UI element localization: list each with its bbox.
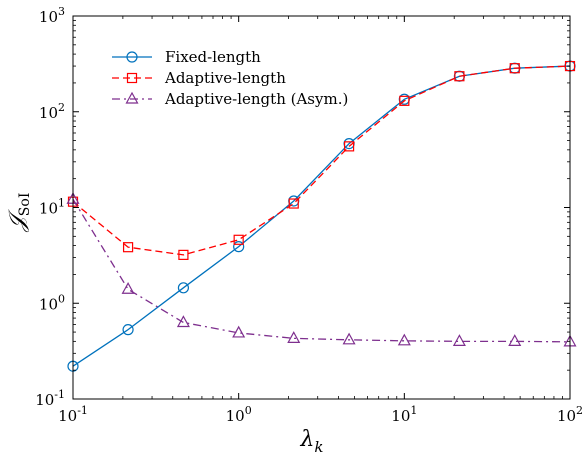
series-line bbox=[72, 198, 571, 343]
legend: Fixed-length Adaptive-length Adaptive-leng… bbox=[112, 48, 348, 108]
x-tick-label: 10-1 bbox=[58, 404, 88, 425]
x-axis-label-main: λ bbox=[299, 427, 314, 452]
data-point bbox=[399, 95, 410, 106]
data-point bbox=[397, 333, 411, 346]
data-point bbox=[287, 331, 301, 343]
x-tick-label: 102 bbox=[557, 404, 583, 425]
data-point bbox=[121, 282, 135, 294]
legend-item: Fixed-length bbox=[112, 48, 261, 66]
series-line bbox=[72, 65, 571, 256]
data-point bbox=[343, 141, 355, 152]
plot-frame bbox=[72, 15, 571, 400]
data-point bbox=[178, 249, 189, 260]
legend-label: Fixed-length bbox=[165, 48, 261, 66]
legend-item: Adaptive-length (Asym.) bbox=[112, 90, 348, 108]
data-point bbox=[176, 315, 190, 328]
data-point bbox=[177, 282, 190, 294]
y-tick-label: 100 bbox=[39, 292, 65, 313]
data-point bbox=[233, 234, 244, 245]
y-axis-label: 𝒥SoI bbox=[5, 193, 33, 233]
data-point bbox=[232, 325, 246, 338]
data-point bbox=[452, 334, 466, 346]
x-tick-label: 100 bbox=[226, 404, 252, 425]
data-point bbox=[508, 334, 522, 346]
legend-item: Adaptive-length bbox=[112, 69, 286, 87]
data-point bbox=[233, 241, 245, 253]
x-tick-label: 101 bbox=[391, 404, 417, 425]
legend-marker bbox=[126, 51, 138, 63]
legend-label: Adaptive-length bbox=[164, 69, 286, 87]
data-point bbox=[122, 242, 134, 253]
data-point bbox=[122, 324, 134, 336]
legend-marker bbox=[126, 72, 138, 84]
series-line bbox=[72, 65, 571, 367]
y-tick-label: 101 bbox=[39, 197, 65, 218]
data-point bbox=[288, 198, 299, 209]
data-point bbox=[509, 63, 520, 74]
legend-marker bbox=[125, 91, 139, 104]
series-triangle bbox=[66, 191, 577, 347]
axis-ticks: 10-1 100 101 102 10-1 100 101 102 103 bbox=[35, 5, 583, 425]
y-tick-label: 102 bbox=[39, 101, 65, 122]
x-axis-label-sub: k bbox=[314, 438, 323, 455]
data-point bbox=[454, 71, 465, 82]
y-tick-label: 103 bbox=[39, 5, 65, 26]
legend-label: Adaptive-length (Asym.) bbox=[164, 90, 348, 108]
data-point bbox=[342, 332, 356, 345]
y-axis-label-sub: SoI bbox=[17, 193, 33, 217]
y-tick-label: 10-1 bbox=[35, 388, 65, 409]
x-axis-label: λk bbox=[299, 427, 323, 455]
